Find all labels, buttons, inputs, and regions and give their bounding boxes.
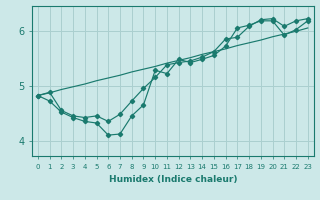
X-axis label: Humidex (Indice chaleur): Humidex (Indice chaleur)	[108, 175, 237, 184]
